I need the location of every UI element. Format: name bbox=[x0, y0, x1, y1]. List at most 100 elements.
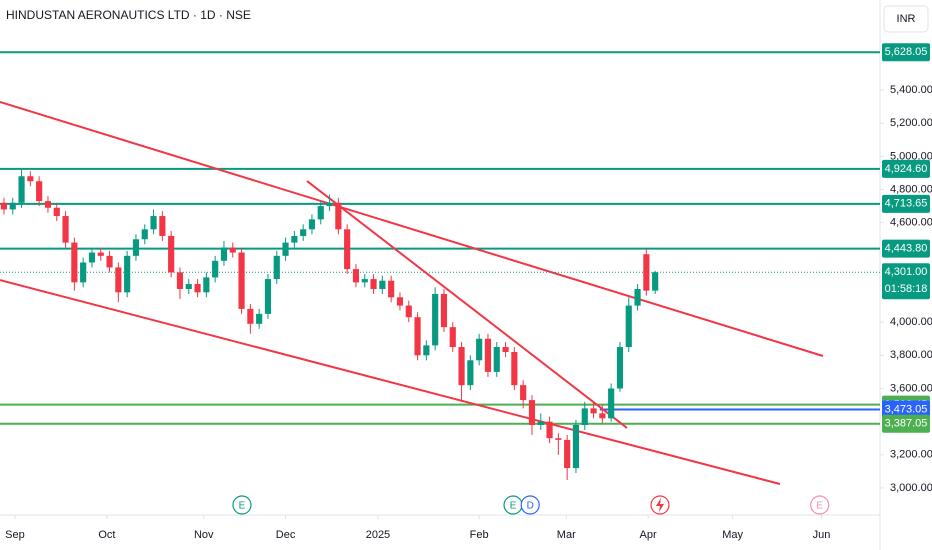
event-marker bbox=[232, 495, 252, 515]
candle-body bbox=[115, 267, 122, 293]
candle-body bbox=[546, 421, 553, 439]
x-tick-label: May bbox=[722, 529, 743, 541]
candle-body bbox=[53, 207, 60, 217]
level-tag-bg bbox=[882, 194, 930, 213]
x-tick-label: Feb bbox=[470, 529, 489, 541]
candle-body bbox=[141, 229, 148, 240]
event-label: D bbox=[527, 501, 534, 512]
candle-body bbox=[88, 252, 96, 263]
x-tick-label: Jun bbox=[813, 529, 831, 541]
candle-body bbox=[484, 338, 492, 372]
x-tick-label: Oct bbox=[98, 529, 115, 541]
candle-body bbox=[220, 247, 228, 261]
level-tag: 4,713.65 bbox=[885, 198, 928, 210]
y-tick-label: 4,600.00 bbox=[890, 217, 932, 229]
level-tag: 4,924.60 bbox=[885, 163, 928, 175]
candle-body bbox=[44, 201, 52, 208]
y-tick-label: 4,000.00 bbox=[890, 316, 932, 328]
y-tick-label: 5,200.00 bbox=[890, 117, 932, 129]
y-tick-label: 5,000.00 bbox=[890, 150, 932, 162]
candle-body bbox=[493, 347, 500, 372]
level-tag-bg bbox=[882, 43, 930, 62]
candle-body bbox=[300, 229, 307, 236]
level-tag: 4,443.80 bbox=[885, 242, 928, 254]
candle-body bbox=[405, 305, 412, 318]
candle-body bbox=[608, 388, 615, 419]
x-tick-label: Sep bbox=[5, 529, 25, 541]
x-tick-label: Mar bbox=[557, 529, 576, 541]
x-tick-label: 2025 bbox=[366, 529, 390, 541]
candle-body bbox=[291, 235, 298, 243]
candle-body bbox=[264, 279, 272, 314]
candle-body bbox=[502, 347, 509, 353]
candle-body bbox=[414, 317, 421, 356]
candle-body bbox=[185, 284, 192, 290]
event-marker bbox=[520, 495, 540, 515]
candle-body bbox=[564, 439, 571, 469]
candle-body bbox=[581, 408, 588, 425]
level-tag-bg bbox=[882, 400, 930, 419]
candle-body bbox=[476, 338, 483, 361]
candle-body bbox=[432, 293, 439, 346]
candle-body bbox=[176, 272, 184, 290]
candle-body bbox=[440, 293, 448, 328]
candle-body bbox=[449, 327, 456, 348]
candle-body bbox=[150, 216, 157, 230]
candle-body bbox=[643, 254, 650, 291]
candle-body bbox=[335, 202, 342, 230]
candle-body bbox=[537, 421, 544, 425]
candle-body bbox=[212, 260, 219, 278]
candle-body bbox=[528, 400, 536, 425]
candle-body bbox=[159, 216, 166, 236]
dividend-flash-icon[interactable] bbox=[650, 495, 670, 515]
candle-body bbox=[370, 279, 377, 290]
candle-body bbox=[308, 219, 316, 230]
candle-body bbox=[80, 262, 87, 283]
candle-body bbox=[423, 345, 430, 356]
countdown: 01:58:18 bbox=[885, 283, 928, 295]
candle-body bbox=[71, 242, 78, 283]
trendline bbox=[0, 279, 781, 485]
level-tag-bg bbox=[882, 239, 930, 258]
candle-body bbox=[361, 279, 368, 283]
candle-body bbox=[273, 255, 280, 280]
event-label: E bbox=[239, 501, 246, 512]
candle-body bbox=[168, 235, 175, 273]
candle-body bbox=[555, 438, 562, 440]
candle-body bbox=[467, 360, 474, 386]
level-tag: 3,387.05 bbox=[885, 418, 928, 430]
candle-body bbox=[0, 202, 8, 210]
currency-box[interactable] bbox=[883, 5, 929, 33]
y-tick-label: 4,800.00 bbox=[890, 183, 932, 195]
candle-body bbox=[18, 176, 25, 203]
event-marker bbox=[810, 495, 830, 515]
event-label: E bbox=[816, 501, 823, 512]
candle-body bbox=[256, 313, 263, 324]
candle-body bbox=[247, 308, 254, 324]
candle-body bbox=[388, 280, 395, 298]
candle-body bbox=[27, 176, 34, 182]
x-tick-label: Nov bbox=[194, 529, 214, 541]
candle-body bbox=[97, 252, 104, 256]
y-tick-label: 3,800.00 bbox=[890, 349, 932, 361]
candle-body bbox=[590, 408, 597, 414]
candle-body bbox=[238, 252, 245, 309]
candle-body bbox=[124, 255, 131, 293]
level-tag-bg bbox=[882, 414, 930, 433]
candle-body bbox=[572, 424, 580, 469]
y-tick-label: 3,000.00 bbox=[890, 482, 932, 494]
candle-body bbox=[106, 255, 113, 268]
trendline bbox=[0, 101, 824, 357]
x-tick-label: Apr bbox=[640, 529, 657, 541]
candle-body bbox=[396, 297, 404, 306]
candle-body bbox=[344, 229, 351, 270]
candle-body bbox=[625, 305, 632, 348]
candle-body bbox=[229, 247, 236, 253]
candle-body bbox=[458, 347, 465, 386]
candle-body bbox=[62, 216, 69, 243]
y-tick-label: 3,200.00 bbox=[890, 449, 932, 461]
candle-body bbox=[634, 289, 641, 306]
level-tag-bg bbox=[882, 159, 930, 178]
level-tag: 3,473.05 bbox=[885, 403, 928, 415]
